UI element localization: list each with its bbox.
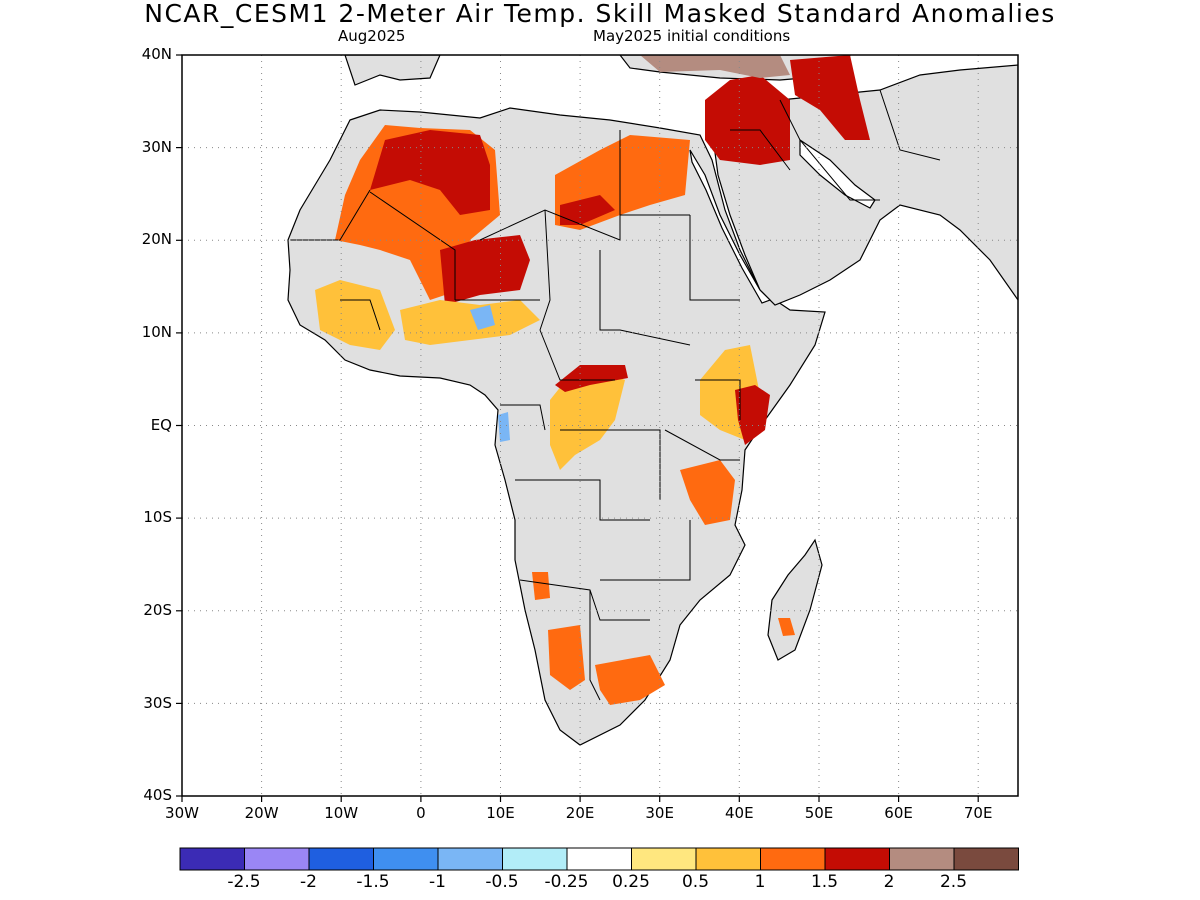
colorbar-swatch <box>953 847 1019 871</box>
lon-label: 0 <box>416 804 426 822</box>
lat-label: EQ <box>150 416 172 434</box>
anomaly-libya-core <box>560 195 615 225</box>
colorbar-label: 0.5 <box>681 872 710 892</box>
lon-label: 20W <box>244 804 279 822</box>
anomaly-central-africa <box>550 370 625 470</box>
lat-label: 30S <box>143 694 172 712</box>
colorbar-swatch <box>824 847 890 871</box>
colorbar-swatch <box>437 847 503 871</box>
map-title: NCAR_CESM1 2-Meter Air Temp. Skill Maske… <box>144 0 1056 28</box>
borders-layer <box>290 89 941 701</box>
colorbar-label: -1 <box>429 872 446 892</box>
anomaly-angola <box>532 572 550 600</box>
anomaly-madagascar <box>778 618 795 636</box>
initial-conditions: May2025 initial conditions <box>593 27 791 45</box>
axis-ticks <box>176 54 979 802</box>
lon-label: 70E <box>963 804 993 822</box>
colorbar-label: 1.5 <box>810 872 839 892</box>
colorbar-swatch <box>566 847 632 871</box>
lon-label: 30E <box>645 804 674 822</box>
lon-label: 20E <box>565 804 595 822</box>
lon-label: 60E <box>884 804 913 822</box>
colorbar-swatch <box>631 847 697 871</box>
anomaly-westafrica-blue <box>470 305 495 330</box>
colorbar-label: -2 <box>300 872 317 892</box>
lon-label: 50E <box>804 804 834 822</box>
colorbar-label: 2 <box>883 872 895 892</box>
anomaly-levant-iraq <box>705 75 790 165</box>
madagascar-landmass <box>767 538 823 661</box>
anomaly-south-africa <box>595 655 665 705</box>
colorbar-swatch <box>502 847 568 871</box>
lon-label: 10E <box>486 804 515 822</box>
colorbar <box>179 847 1019 871</box>
colorbar-swatch <box>695 847 761 871</box>
anomaly-namibia <box>548 625 585 690</box>
colorbar-label: -1.5 <box>356 872 390 892</box>
lat-label: 20S <box>143 601 172 619</box>
anomaly-algeria-core <box>370 130 490 215</box>
anomaly-tanzania <box>680 460 735 525</box>
europe-landmass <box>344 55 441 86</box>
anomaly-kenya <box>735 385 770 445</box>
anomaly-gabon-blue <box>498 412 510 442</box>
lat-label: 40N <box>141 45 172 63</box>
colorbar-label: 2.5 <box>939 872 968 892</box>
lon-label: 30W <box>165 804 199 822</box>
anomaly-iran <box>790 55 870 140</box>
lat-label: 10N <box>141 323 172 341</box>
lat-label: 20N <box>141 230 172 248</box>
colorbar-label: -0.5 <box>485 872 519 892</box>
colorbar-label: -2.5 <box>227 872 261 892</box>
colorbar-swatch <box>244 847 310 871</box>
anomaly-sahel-south <box>400 300 540 345</box>
lat-label: 10S <box>143 508 172 526</box>
lat-label: 40S <box>143 786 172 804</box>
colorbar-label: 0.25 <box>612 872 650 892</box>
lat-label: 30N <box>141 138 172 156</box>
colorbar-swatch <box>373 847 439 871</box>
anomaly-cameroon-strip <box>555 365 628 392</box>
gridlines <box>182 55 1018 796</box>
colorbar-swatch <box>889 847 955 871</box>
colorbar-swatch <box>308 847 374 871</box>
colorbar-swatch <box>760 847 826 871</box>
lon-label: 40E <box>725 804 754 822</box>
colorbar-label: 1 <box>754 872 766 892</box>
forecast-month: Aug2025 <box>338 27 406 45</box>
anomaly-mideast-brown <box>640 55 790 78</box>
anomaly-layer <box>315 55 870 705</box>
colorbar-label: -0.25 <box>544 872 589 892</box>
anomaly-mali-niger <box>440 235 530 305</box>
colorbar-swatch <box>179 847 245 871</box>
red-sea <box>689 149 772 304</box>
lon-label: 10W <box>324 804 359 822</box>
